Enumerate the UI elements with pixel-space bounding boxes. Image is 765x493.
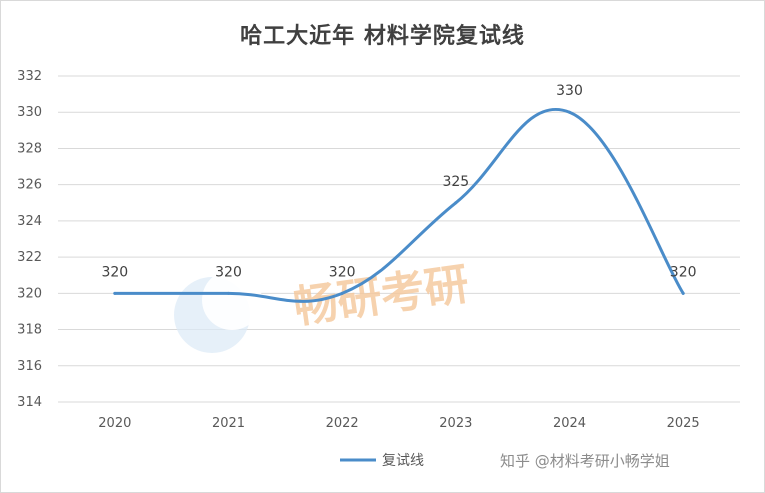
data-point <box>454 201 458 205</box>
watermark-credit: 知乎 @材料考研小畅学姐 <box>500 452 670 470</box>
x-tick-label: 2021 <box>212 416 245 431</box>
y-tick-label: 332 <box>17 69 42 84</box>
series-lines <box>113 108 685 303</box>
gridlines <box>58 75 740 403</box>
data-label: 320 <box>670 264 697 280</box>
chart-title: 哈工大近年 材料学院复试线 <box>240 24 525 49</box>
y-tick-label: 314 <box>17 395 42 410</box>
y-tick-label: 330 <box>17 105 42 120</box>
x-axis-ticks: 2020 2021 2022 2023 2024 2025 <box>98 416 699 431</box>
y-tick-label: 322 <box>17 250 42 265</box>
data-point <box>681 291 685 295</box>
legend: 复试线 <box>340 452 424 469</box>
x-tick-label: 2025 <box>667 416 700 431</box>
data-point <box>227 291 230 295</box>
data-label: 320 <box>329 264 356 280</box>
data-labels: 320 320 320 325 330 320 <box>101 83 696 280</box>
y-tick-label: 326 <box>17 178 42 193</box>
y-tick-label: 318 <box>17 323 42 338</box>
y-tick-label: 328 <box>17 141 42 156</box>
legend-label: 复试线 <box>382 452 424 469</box>
data-label: 320 <box>215 264 242 280</box>
y-axis-ticks: 314 316 318 320 322 324 326 328 330 332 <box>17 69 42 410</box>
y-tick-label: 316 <box>17 359 42 374</box>
data-label: 330 <box>556 83 583 99</box>
x-tick-label: 2020 <box>98 416 131 431</box>
data-point <box>113 291 117 295</box>
data-point <box>340 291 344 295</box>
data-point <box>568 110 571 114</box>
x-tick-label: 2024 <box>553 416 586 431</box>
y-tick-label: 320 <box>17 286 42 301</box>
x-tick-label: 2023 <box>439 416 472 431</box>
data-label: 325 <box>442 174 469 190</box>
x-tick-label: 2022 <box>326 416 359 431</box>
data-label: 320 <box>101 264 128 280</box>
y-tick-label: 324 <box>17 214 42 229</box>
